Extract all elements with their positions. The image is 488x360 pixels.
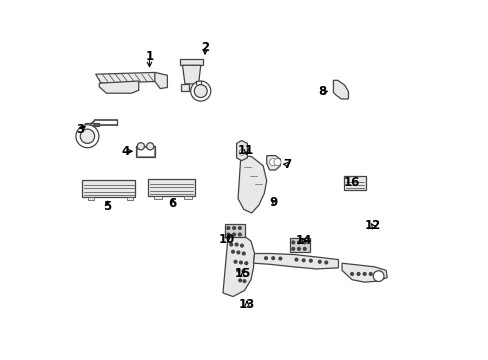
Polygon shape [96,72,160,83]
Circle shape [271,257,274,260]
Circle shape [239,149,244,155]
Circle shape [273,158,281,166]
Circle shape [234,260,237,263]
Circle shape [278,257,281,260]
Polygon shape [180,59,203,65]
Circle shape [294,258,297,261]
Text: 7: 7 [283,158,291,171]
Circle shape [324,261,327,264]
Circle shape [368,273,371,275]
Polygon shape [182,65,201,84]
Circle shape [239,261,242,264]
Circle shape [238,279,241,282]
Circle shape [356,273,359,275]
Bar [148,179,195,196]
Circle shape [238,226,241,229]
Text: 14: 14 [295,234,311,247]
Text: 4: 4 [121,145,129,158]
Circle shape [350,273,353,275]
Circle shape [318,260,321,263]
Circle shape [363,273,366,275]
Circle shape [243,280,245,283]
Text: 2: 2 [201,41,209,54]
Bar [225,224,244,237]
Circle shape [240,244,243,247]
Bar [290,238,309,252]
Polygon shape [236,140,247,161]
Circle shape [309,259,312,262]
Circle shape [226,233,229,236]
Circle shape [297,247,300,250]
Circle shape [291,241,294,244]
Circle shape [232,233,235,236]
Polygon shape [253,253,338,269]
Bar [85,123,99,126]
Text: 3: 3 [76,123,84,136]
Text: 10: 10 [219,233,235,246]
Text: 15: 15 [234,267,250,280]
Bar [184,196,192,199]
Circle shape [237,251,239,254]
Circle shape [194,85,207,98]
Circle shape [190,81,210,101]
Bar [126,197,133,201]
Text: 6: 6 [168,197,177,210]
Text: 12: 12 [364,219,380,233]
Circle shape [76,125,99,148]
Text: 11: 11 [238,144,254,157]
Circle shape [226,226,229,229]
Bar [344,176,365,190]
Circle shape [302,259,305,262]
Bar [82,180,135,197]
Circle shape [235,243,238,246]
Circle shape [372,271,383,282]
Polygon shape [266,156,280,170]
Circle shape [264,257,267,260]
Circle shape [303,241,305,244]
Circle shape [291,247,294,250]
Polygon shape [238,155,266,213]
Circle shape [242,270,244,273]
Circle shape [244,262,247,265]
Polygon shape [155,72,167,89]
Circle shape [238,233,241,236]
Text: 9: 9 [269,196,278,209]
Polygon shape [341,263,386,282]
Circle shape [236,269,239,272]
Text: 16: 16 [343,176,360,189]
Polygon shape [223,233,254,297]
Circle shape [303,247,305,250]
Text: 5: 5 [103,201,111,213]
Text: 13: 13 [239,298,255,311]
Circle shape [80,129,94,143]
Circle shape [137,143,144,150]
Circle shape [297,241,300,244]
Bar [136,146,155,157]
Circle shape [146,143,153,150]
Circle shape [242,252,244,255]
Bar [137,147,153,156]
Circle shape [269,158,276,166]
Text: 8: 8 [318,85,326,98]
Polygon shape [333,80,348,99]
Bar [153,196,162,199]
Bar [88,197,94,201]
Circle shape [232,226,235,229]
Circle shape [229,243,232,246]
Polygon shape [180,84,188,91]
Text: 1: 1 [145,50,153,63]
Polygon shape [99,81,139,93]
Circle shape [231,250,234,253]
